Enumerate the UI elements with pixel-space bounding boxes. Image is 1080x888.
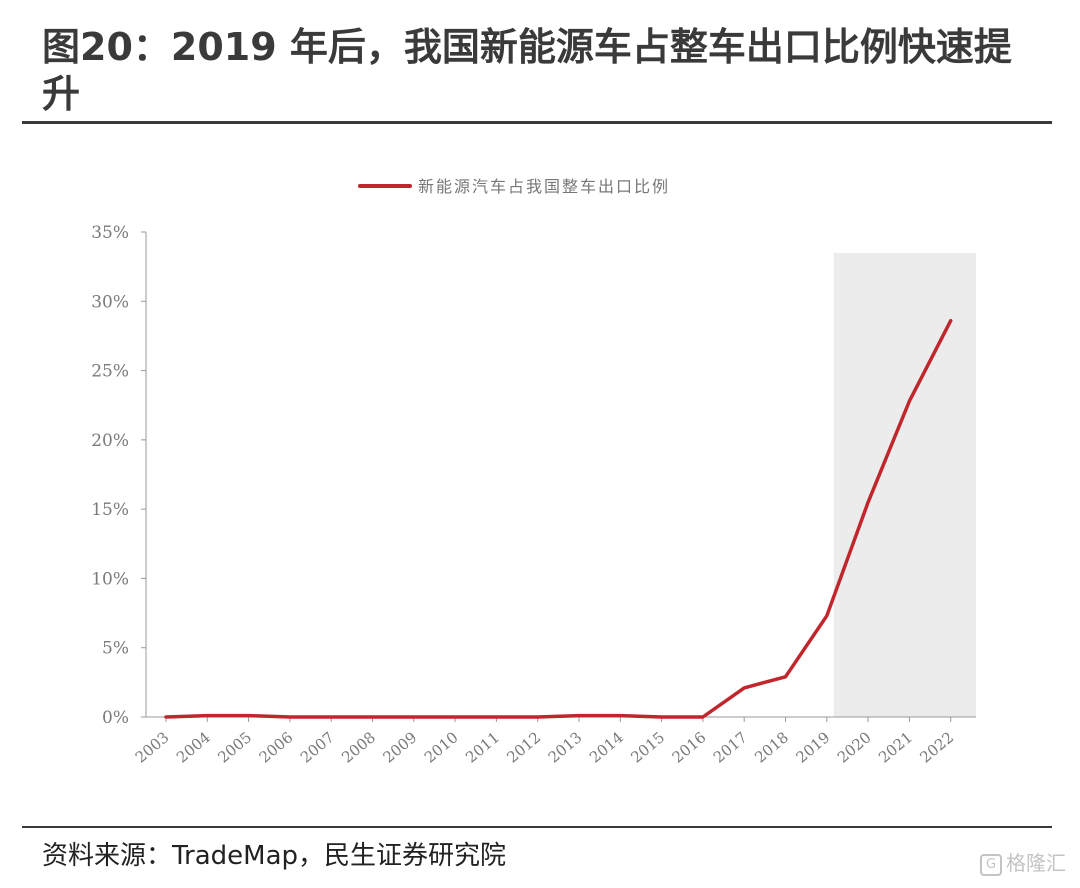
x-tick-label: 2008 xyxy=(338,728,379,766)
data-point xyxy=(660,715,663,719)
data-point xyxy=(330,715,333,719)
highlight-band xyxy=(833,253,976,717)
title-divider xyxy=(22,121,1052,124)
y-tick-label: 0% xyxy=(102,708,129,728)
data-point xyxy=(412,715,415,719)
figure-title: 图20：2019 年后，我国新能源车占整车出口比例快速提升 xyxy=(42,25,1012,116)
y-tick-label: 5% xyxy=(102,639,129,659)
watermark-text: 格隆汇 xyxy=(1006,851,1066,875)
data-point xyxy=(288,715,292,719)
series-line xyxy=(164,318,953,719)
y-tick-label: 25% xyxy=(91,362,129,382)
y-tick-label: 10% xyxy=(91,569,129,589)
x-tick-label: 2016 xyxy=(669,728,710,766)
x-tick-label: 2018 xyxy=(751,728,792,766)
data-point xyxy=(247,714,250,717)
series-layer xyxy=(164,318,953,719)
data-point xyxy=(619,714,622,717)
x-tick-label: 2009 xyxy=(380,728,421,766)
watermark-logo-icon: G xyxy=(980,853,1002,876)
y-tick-label: 35% xyxy=(91,223,129,243)
y-tick-label: 30% xyxy=(91,292,129,312)
x-tick-label: 2007 xyxy=(297,728,338,766)
data-point xyxy=(908,399,911,403)
data-point xyxy=(701,715,705,719)
data-point xyxy=(164,715,168,719)
y-tick-label: 20% xyxy=(91,431,129,451)
legend-label: 新能源汽车占我国整车出口比例 xyxy=(418,177,670,196)
source-note: 资料来源：TradeMap，民生证券研究院 xyxy=(42,841,507,871)
x-tick-label: 2011 xyxy=(462,728,503,766)
data-point xyxy=(825,614,828,618)
source-divider xyxy=(22,826,1052,828)
x-tick-label: 2021 xyxy=(875,728,916,766)
data-point xyxy=(371,715,374,719)
x-tick-label: 2005 xyxy=(214,728,255,766)
watermark: G 格隆汇 xyxy=(980,850,1066,876)
x-tick-label: 2004 xyxy=(173,728,214,766)
x-tick-label: 2012 xyxy=(503,728,544,766)
x-tick-label: 2020 xyxy=(834,728,875,766)
x-tick-label: 2014 xyxy=(586,728,627,766)
y-tick-labels: 0% 5% 10% 15% 20% 25% 30% 35% xyxy=(91,223,146,728)
x-tick-label: 2006 xyxy=(256,728,297,766)
data-point xyxy=(577,714,581,717)
x-tick-label: 2017 xyxy=(710,728,751,766)
line-chart: 0%5%10%15%20%25%30%35% 2003 2004 2005 2006 2… xyxy=(91,177,976,767)
data-point xyxy=(866,501,870,504)
data-point xyxy=(206,714,209,717)
data-point xyxy=(536,715,539,719)
x-tick-label: 2013 xyxy=(545,728,586,766)
x-tick-label: 2022 xyxy=(916,728,957,766)
y-tick-label: 15% xyxy=(91,500,129,520)
data-point xyxy=(743,686,746,690)
data-point xyxy=(949,319,952,322)
data-point xyxy=(784,675,787,679)
highlight-band-layer xyxy=(833,253,976,717)
x-tick-label: 2015 xyxy=(627,728,668,766)
x-tick-label: 2010 xyxy=(421,728,462,766)
x-tick-labels: 2003 2004 2005 2006 2007 2008 2009 2010 2011 2012… xyxy=(132,717,957,767)
legend: 新能源汽车占我国整车出口比例 xyxy=(358,177,670,196)
data-point xyxy=(495,715,498,719)
data-point xyxy=(453,715,457,719)
x-tick-label: 2019 xyxy=(793,728,834,766)
x-tick-label: 2003 xyxy=(132,728,173,766)
